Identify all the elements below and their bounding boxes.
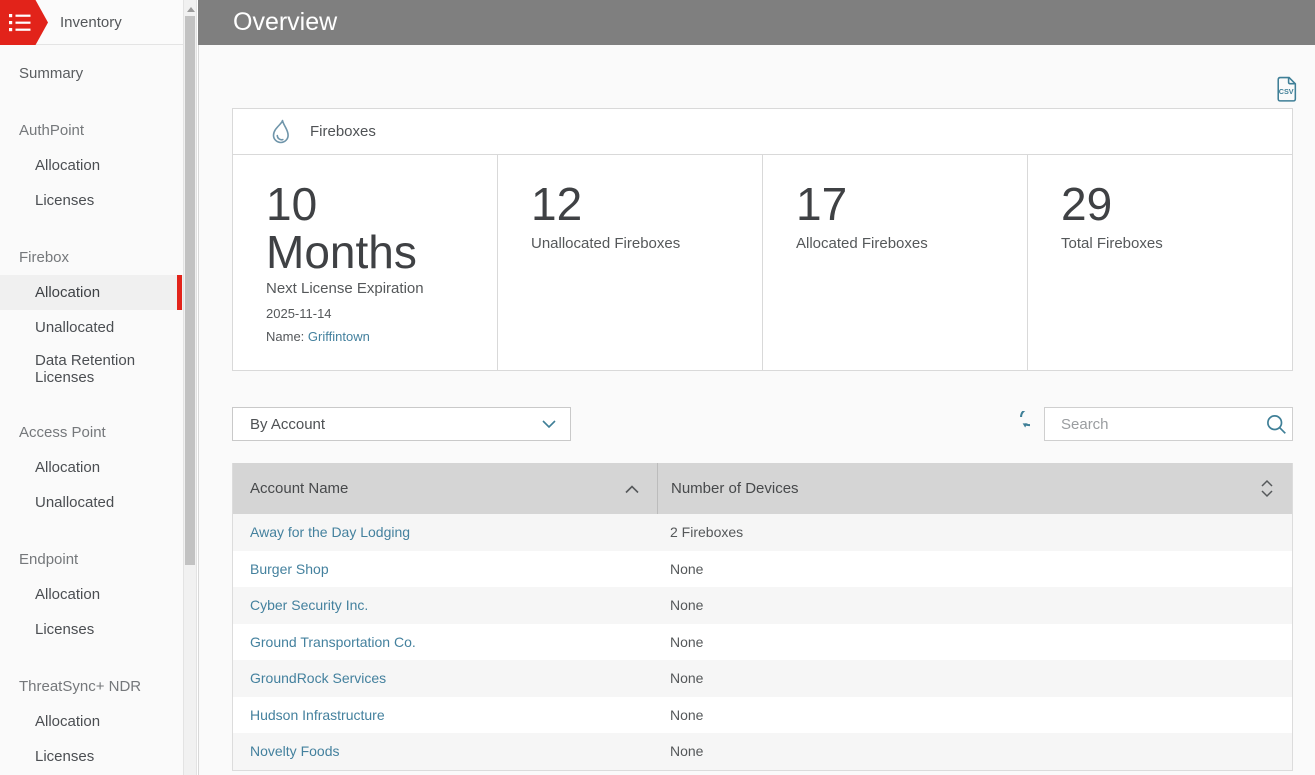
stat-total-fireboxes: 29 Total Fireboxes <box>1027 155 1292 370</box>
stat-value-months-unit: Months <box>266 225 417 278</box>
inventory-flag-badge <box>0 0 48 45</box>
device-count: None <box>670 560 704 577</box>
search-input[interactable] <box>1045 415 1266 433</box>
scrollbar-up-arrow[interactable] <box>187 7 195 12</box>
sort-both-icon[interactable] <box>1260 479 1274 498</box>
table-row: Away for the Day Lodging 2 Fireboxes <box>233 514 1292 551</box>
device-count: None <box>670 743 704 760</box>
sidebar-title: Inventory <box>60 14 122 31</box>
stat-next-license-expiration: 10 Months Next License Expiration 2025-1… <box>233 155 497 370</box>
page-header: Overview <box>198 0 1315 45</box>
refresh-icon <box>1020 407 1039 428</box>
sidebar-item-access-point-unallocated[interactable]: Unallocated <box>35 494 115 511</box>
column-header-account-name[interactable]: Account Name <box>233 463 657 514</box>
account-link[interactable]: Novelty Foods <box>250 743 340 760</box>
page-content: CSV Fireboxes 10 M <box>198 45 1315 775</box>
refresh-button[interactable] <box>1004 407 1039 437</box>
device-name-link[interactable]: Griffintown <box>307 328 370 344</box>
sidebar: Inventory Summary AuthPoint Allocation L… <box>0 0 183 775</box>
scrollbar-thumb[interactable] <box>185 16 195 565</box>
sidebar-section-threatsync-ndr: ThreatSync+ NDR <box>19 678 142 695</box>
search-box <box>1044 407 1293 441</box>
account-link[interactable]: GroundRock Services <box>250 670 387 687</box>
sidebar-item-authpoint-licenses[interactable]: Licenses <box>35 192 95 209</box>
accounts-table: Account Name Number of Devices <box>232 463 1293 771</box>
column-header-number-of-devices[interactable]: Number of Devices <box>657 463 1292 514</box>
list-icon <box>9 14 31 32</box>
svg-text:CSV: CSV <box>1279 87 1294 96</box>
stat-unallocated-fireboxes: 12 Unallocated Fireboxes <box>497 155 762 370</box>
name-label: Name: <box>266 328 305 344</box>
stat-value: 17 <box>796 178 848 230</box>
stat-label: Unallocated Fireboxes <box>531 234 681 252</box>
sidebar-section-authpoint: AuthPoint <box>19 122 85 139</box>
device-count: None <box>670 597 704 614</box>
sidebar-section-firebox: Firebox <box>19 249 70 266</box>
stat-value: 12 <box>531 178 583 230</box>
sidebar-header: Inventory <box>0 0 183 45</box>
sidebar-item-threatsync-licenses[interactable]: Licenses <box>35 748 95 765</box>
stat-allocated-fireboxes: 17 Allocated Fireboxes <box>762 155 1027 370</box>
sidebar-item-endpoint-allocation[interactable]: Allocation <box>35 586 101 603</box>
card-title: Fireboxes <box>310 123 376 140</box>
sidebar-item-endpoint-licenses[interactable]: Licenses <box>35 621 95 638</box>
table-row: Hudson Infrastructure None <box>233 696 1292 733</box>
account-link[interactable]: Cyber Security Inc. <box>250 597 369 614</box>
csv-file-icon: CSV <box>1277 76 1297 102</box>
sidebar-item-firebox-unallocated[interactable]: Unallocated <box>35 319 115 336</box>
sidebar-section-endpoint: Endpoint <box>19 551 79 568</box>
stat-device-name: Name: Griffintown <box>266 329 477 344</box>
group-by-dropdown[interactable]: By Account <box>232 407 571 441</box>
firebox-flame-icon <box>269 119 292 145</box>
stat-label: Allocated Fireboxes <box>796 234 928 252</box>
table-row: Cyber Security Inc. None <box>233 587 1292 624</box>
table-row: Ground Transportation Co. None <box>233 623 1292 660</box>
account-link[interactable]: Burger Shop <box>250 560 329 577</box>
device-count: None <box>670 706 704 723</box>
stat-label: Next License Expiration <box>266 279 424 297</box>
account-link[interactable]: Ground Transportation Co. <box>250 633 416 650</box>
sort-ascending-icon[interactable] <box>624 485 640 494</box>
sidebar-nav: Summary AuthPoint Allocation Licenses Fi… <box>0 45 183 774</box>
table-header-row: Account Name Number of Devices <box>233 463 1292 514</box>
device-count: None <box>670 670 704 687</box>
sidebar-item-authpoint-allocation[interactable]: Allocation <box>35 157 101 174</box>
sidebar-item-access-point-allocation[interactable]: Allocation <box>35 459 101 476</box>
sidebar-item-firebox-allocation[interactable]: Allocation <box>0 275 183 310</box>
account-link[interactable]: Hudson Infrastructure <box>250 706 385 723</box>
csv-export-button[interactable]: CSV <box>1273 76 1299 104</box>
card-header: Fireboxes <box>233 109 1292 155</box>
table-row: Burger Shop None <box>233 550 1292 587</box>
sidebar-item-firebox-data-retention-licenses[interactable]: Data Retention Licenses <box>35 352 136 386</box>
sidebar-scrollbar[interactable] <box>183 0 197 775</box>
sidebar-item-summary[interactable]: Summary <box>19 65 84 82</box>
card-stats: 10 Months Next License Expiration 2025-1… <box>233 155 1292 370</box>
chevron-down-icon <box>542 420 556 428</box>
fireboxes-summary-card: Fireboxes 10 Months Next License Expirat… <box>232 108 1293 371</box>
selected-indicator-bar <box>177 275 182 310</box>
table-row: Novelty Foods None <box>233 733 1292 770</box>
stat-value-months-number: 10 <box>266 178 318 230</box>
stat-expiration-date: 2025-11-14 <box>266 305 332 321</box>
search-icon[interactable] <box>1266 414 1287 435</box>
device-count: 2 Fireboxes <box>670 524 744 541</box>
group-by-selected-value: By Account <box>250 415 326 433</box>
stat-value: 29 <box>1061 178 1113 230</box>
sidebar-section-access-point: Access Point <box>19 424 106 441</box>
device-count: None <box>670 633 704 650</box>
stat-label: Total Fireboxes <box>1061 234 1163 252</box>
sidebar-item-threatsync-allocation[interactable]: Allocation <box>35 713 101 730</box>
account-link[interactable]: Away for the Day Lodging <box>250 524 411 541</box>
page-title: Overview <box>233 8 338 36</box>
main-area: Overview CSV <box>198 0 1315 775</box>
table-row: GroundRock Services None <box>233 660 1292 697</box>
